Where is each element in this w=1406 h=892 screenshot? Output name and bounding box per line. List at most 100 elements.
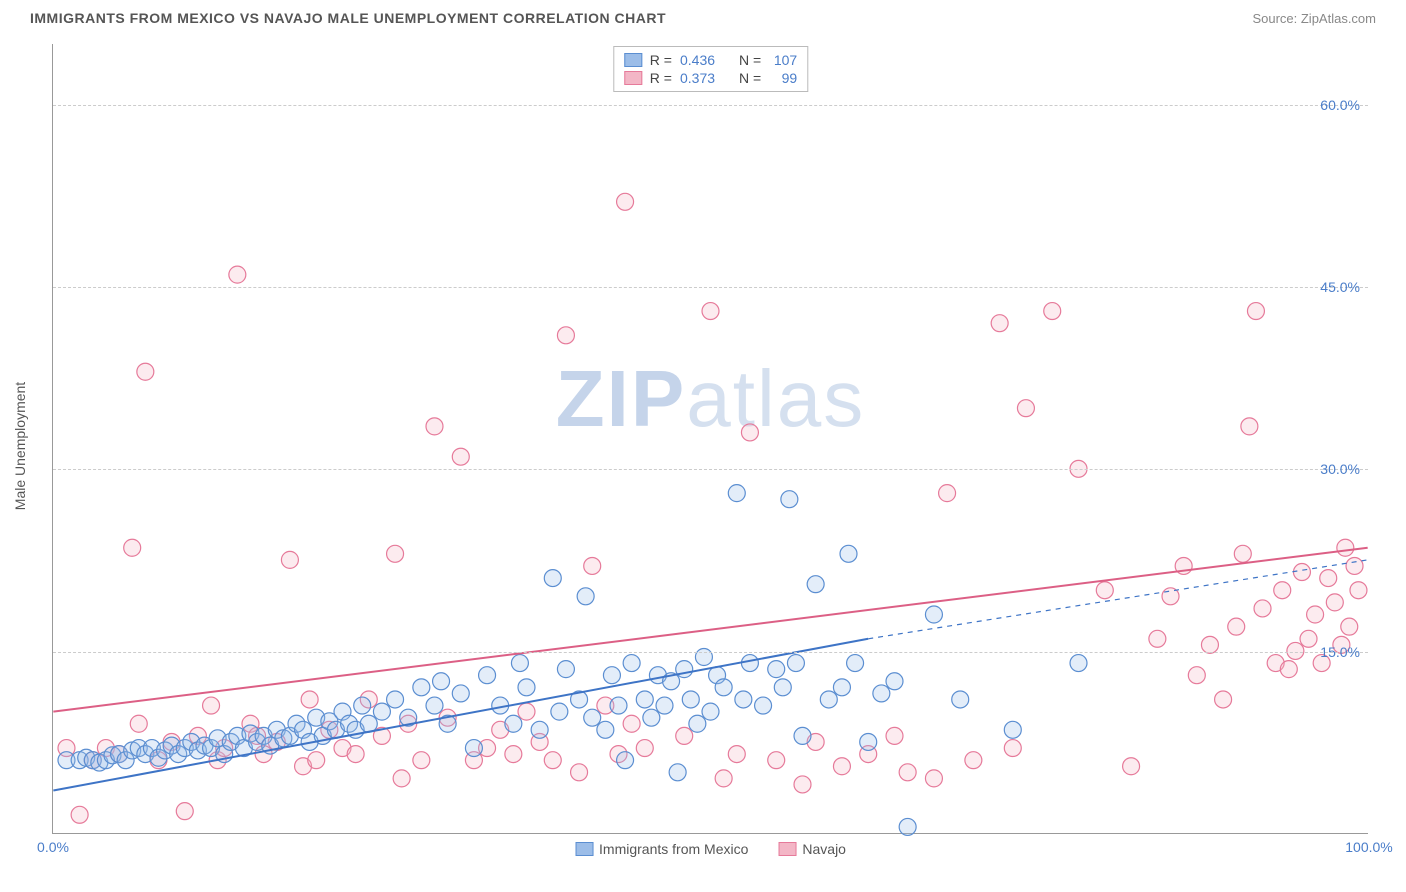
data-point-mexico <box>617 752 634 769</box>
data-point-navajo <box>702 303 719 320</box>
data-point-navajo <box>1341 618 1358 635</box>
gridline <box>53 287 1368 288</box>
data-point-mexico <box>544 570 561 587</box>
data-point-navajo <box>1320 570 1337 587</box>
data-point-navajo <box>1149 630 1166 647</box>
source-prefix: Source: <box>1252 11 1300 26</box>
data-point-navajo <box>71 806 88 823</box>
data-point-navajo <box>1241 418 1258 435</box>
data-point-mexico <box>354 697 371 714</box>
data-point-navajo <box>544 752 561 769</box>
data-point-navajo <box>130 715 147 732</box>
source-name: ZipAtlas.com <box>1301 11 1376 26</box>
data-point-mexico <box>787 655 804 672</box>
data-point-navajo <box>715 770 732 787</box>
data-point-mexico <box>886 673 903 690</box>
data-point-mexico <box>531 721 548 738</box>
n-label: N = <box>739 70 761 86</box>
data-point-mexico <box>755 697 772 714</box>
plot-svg <box>53 44 1368 833</box>
data-point-navajo <box>1044 303 1061 320</box>
data-point-mexico <box>557 661 574 678</box>
data-point-mexico <box>387 691 404 708</box>
data-point-navajo <box>281 551 298 568</box>
data-point-navajo <box>1274 582 1291 599</box>
data-point-navajo <box>741 424 758 441</box>
data-point-mexico <box>833 679 850 696</box>
x-tick-label: 100.0% <box>1345 839 1392 855</box>
y-tick-label: 30.0% <box>1320 461 1360 477</box>
data-point-mexico <box>643 709 660 726</box>
data-point-navajo <box>617 193 634 210</box>
data-point-navajo <box>1254 600 1271 617</box>
data-point-mexico <box>413 679 430 696</box>
data-point-mexico <box>741 655 758 672</box>
data-point-navajo <box>393 770 410 787</box>
data-point-mexico <box>623 655 640 672</box>
data-point-mexico <box>807 576 824 593</box>
data-point-mexico <box>584 709 601 726</box>
data-point-mexico <box>452 685 469 702</box>
data-point-mexico <box>577 588 594 605</box>
gridline <box>53 652 1368 653</box>
gridline <box>53 105 1368 106</box>
data-point-navajo <box>965 752 982 769</box>
data-point-mexico <box>820 691 837 708</box>
chart-header: IMMIGRANTS FROM MEXICO VS NAVAJO MALE UN… <box>0 0 1406 30</box>
data-point-navajo <box>1215 691 1232 708</box>
data-point-navajo <box>571 764 588 781</box>
series-legend: Immigrants from Mexico Navajo <box>575 841 846 857</box>
data-point-navajo <box>1188 667 1205 684</box>
data-point-navajo <box>301 691 318 708</box>
data-point-navajo <box>557 327 574 344</box>
data-point-navajo <box>939 485 956 502</box>
data-point-navajo <box>1293 564 1310 581</box>
data-point-navajo <box>1307 606 1324 623</box>
data-point-navajo <box>1300 630 1317 647</box>
data-point-navajo <box>1350 582 1367 599</box>
data-point-mexico <box>426 697 443 714</box>
data-point-mexico <box>603 667 620 684</box>
data-point-mexico <box>715 679 732 696</box>
source-attribution: Source: ZipAtlas.com <box>1252 11 1376 26</box>
data-point-navajo <box>387 545 404 562</box>
data-point-mexico <box>636 691 653 708</box>
data-point-mexico <box>735 691 752 708</box>
data-point-mexico <box>551 703 568 720</box>
r-value: 0.373 <box>680 70 715 86</box>
data-point-navajo <box>1280 661 1297 678</box>
data-point-mexico <box>728 485 745 502</box>
data-point-mexico <box>433 673 450 690</box>
chart-title: IMMIGRANTS FROM MEXICO VS NAVAJO MALE UN… <box>30 10 666 26</box>
legend-swatch <box>624 71 642 85</box>
data-point-navajo <box>925 770 942 787</box>
y-axis-title: Male Unemployment <box>12 382 28 510</box>
y-tick-label: 15.0% <box>1320 644 1360 660</box>
data-point-mexico <box>840 545 857 562</box>
data-point-mexico <box>873 685 890 702</box>
legend-label: Navajo <box>802 841 846 857</box>
data-point-mexico <box>774 679 791 696</box>
y-tick-label: 60.0% <box>1320 97 1360 113</box>
data-point-navajo <box>1123 758 1140 775</box>
data-point-mexico <box>656 697 673 714</box>
data-point-mexico <box>610 697 627 714</box>
legend-label: Immigrants from Mexico <box>599 841 748 857</box>
data-point-navajo <box>1346 557 1363 574</box>
r-value: 0.436 <box>680 52 715 68</box>
data-point-mexico <box>1070 655 1087 672</box>
data-point-navajo <box>308 752 325 769</box>
data-point-navajo <box>886 727 903 744</box>
data-point-mexico <box>597 721 614 738</box>
data-point-navajo <box>1228 618 1245 635</box>
data-point-navajo <box>137 363 154 380</box>
data-point-navajo <box>1004 740 1021 757</box>
data-point-navajo <box>1234 545 1251 562</box>
x-tick-label: 0.0% <box>37 839 69 855</box>
data-point-navajo <box>676 727 693 744</box>
legend-row-mexico: R =0.436N =107 <box>624 51 797 69</box>
n-label: N = <box>739 52 761 68</box>
data-point-mexico <box>847 655 864 672</box>
data-point-mexico <box>899 818 916 835</box>
data-point-navajo <box>203 697 220 714</box>
